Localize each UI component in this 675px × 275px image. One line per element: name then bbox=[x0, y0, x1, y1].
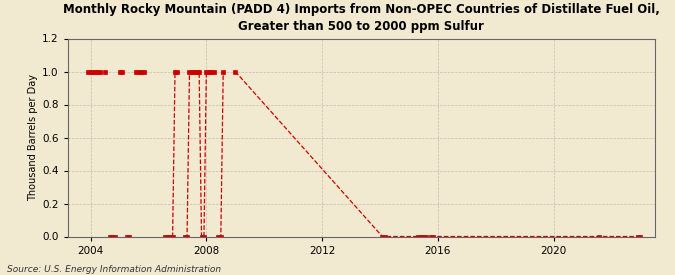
Text: Source: U.S. Energy Information Administration: Source: U.S. Energy Information Administ… bbox=[7, 265, 221, 274]
Y-axis label: Thousand Barrels per Day: Thousand Barrels per Day bbox=[28, 74, 38, 201]
Title: Monthly Rocky Mountain (PADD 4) Imports from Non-OPEC Countries of Distillate Fu: Monthly Rocky Mountain (PADD 4) Imports … bbox=[63, 3, 659, 33]
